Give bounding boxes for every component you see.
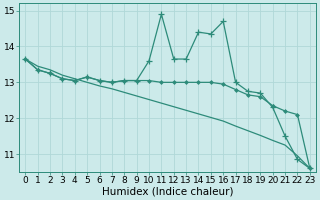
- X-axis label: Humidex (Indice chaleur): Humidex (Indice chaleur): [102, 187, 233, 197]
